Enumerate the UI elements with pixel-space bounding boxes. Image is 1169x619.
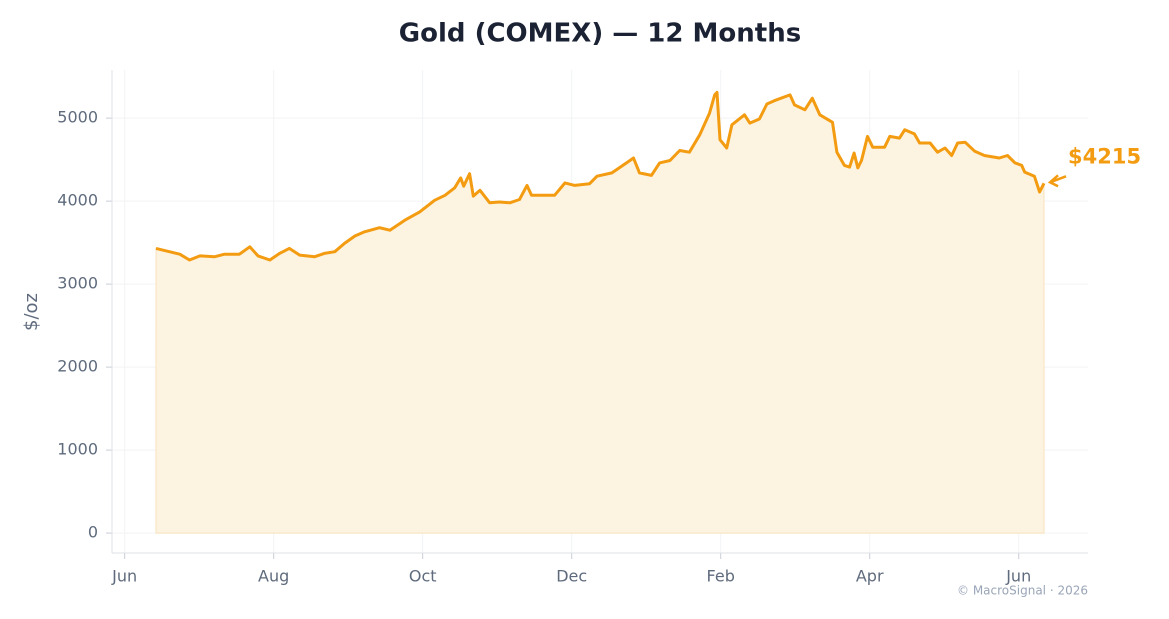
y-tick-label: 4000 [57, 191, 98, 210]
y-tick-label: 5000 [57, 108, 98, 127]
x-tick-label: Oct [409, 567, 437, 586]
chart-title: Gold (COMEX) — 12 Months [399, 19, 801, 49]
x-tick-label: Feb [707, 567, 735, 586]
area-fill [155, 91, 1045, 534]
y-tick-label: 3000 [57, 274, 98, 293]
y-tick-label: 0 [88, 523, 98, 542]
annotation-arrow [1047, 174, 1067, 188]
y-tick-label: 2000 [57, 357, 98, 376]
source-note: © MacroSignal · 2026 [957, 584, 1088, 598]
x-tick-label: Dec [556, 567, 587, 586]
x-tick-label: Jun [111, 567, 137, 586]
x-tick-label: Apr [856, 567, 884, 586]
y-tick-label: 1000 [57, 440, 98, 459]
x-tick-label: Aug [258, 567, 289, 586]
x-tick-label: Jun [1005, 567, 1031, 586]
price-line [155, 90, 1046, 262]
annotation-label: $4215 [1068, 144, 1141, 168]
y-axis-label: $/oz [21, 293, 42, 331]
